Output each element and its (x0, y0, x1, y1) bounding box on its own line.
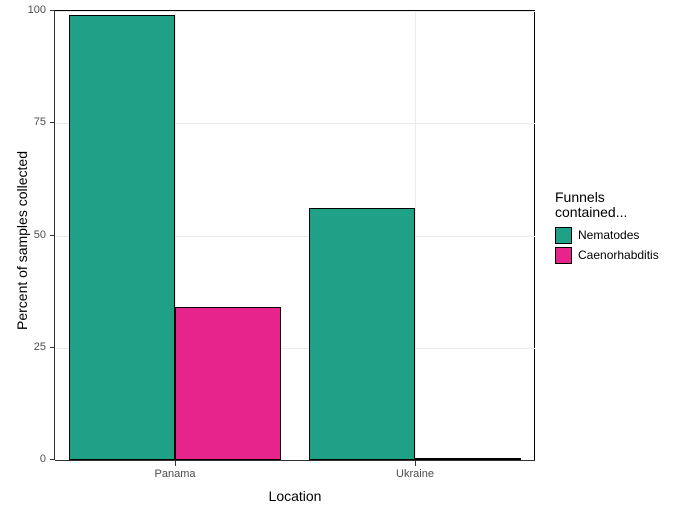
grid-line (415, 11, 416, 461)
x-tick-label: Panama (135, 468, 215, 480)
y-tick-label: 0 (18, 453, 46, 465)
legend-title: Funnels contained... (555, 190, 659, 221)
legend-swatch (555, 227, 572, 244)
y-tick-label: 25 (18, 341, 46, 353)
x-tick-label: Ukraine (375, 468, 455, 480)
x-axis-line (55, 460, 535, 461)
legend-item-nematodes: Nematodes (555, 227, 659, 244)
legend-label: Nematodes (578, 228, 639, 242)
legend: Funnels contained... Nematodes Caenorhab… (555, 190, 659, 267)
plot-panel (55, 10, 535, 460)
x-axis-title: Location (55, 488, 535, 504)
x-tick (175, 461, 176, 466)
x-tick (415, 461, 416, 466)
y-axis-title: Percent of samples collected (14, 151, 30, 330)
bar-panama-nematodes (69, 15, 175, 460)
legend-label: Caenorhabditis (578, 248, 659, 262)
y-tick-label: 75 (18, 116, 46, 128)
y-tick-label: 100 (18, 4, 46, 16)
grid-line (55, 11, 535, 12)
bar-panama-caenorhabditis (175, 307, 281, 460)
legend-item-caenorhabditis: Caenorhabditis (555, 247, 659, 264)
legend-swatch (555, 247, 572, 264)
y-tick (50, 235, 55, 236)
y-tick (50, 122, 55, 123)
y-tick (50, 347, 55, 348)
y-tick (50, 10, 55, 11)
bar-ukraine-nematodes (309, 208, 415, 460)
bar-chart: 0 25 50 75 100 Panama Ukraine Percent of… (0, 0, 697, 517)
y-tick (50, 459, 55, 460)
